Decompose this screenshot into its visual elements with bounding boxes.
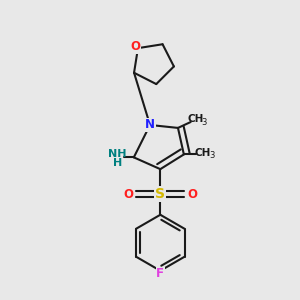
Text: 3: 3 [202,118,207,127]
Text: H: H [113,158,122,168]
Text: N: N [145,118,155,131]
Text: O: O [187,188,197,201]
Text: F: F [156,267,164,280]
Text: 3: 3 [209,152,214,160]
Text: S: S [155,187,165,201]
Text: O: O [124,188,134,201]
Text: NH: NH [108,149,127,159]
Text: CH: CH [188,114,204,124]
Text: O: O [130,40,141,53]
Text: CH: CH [195,148,211,158]
